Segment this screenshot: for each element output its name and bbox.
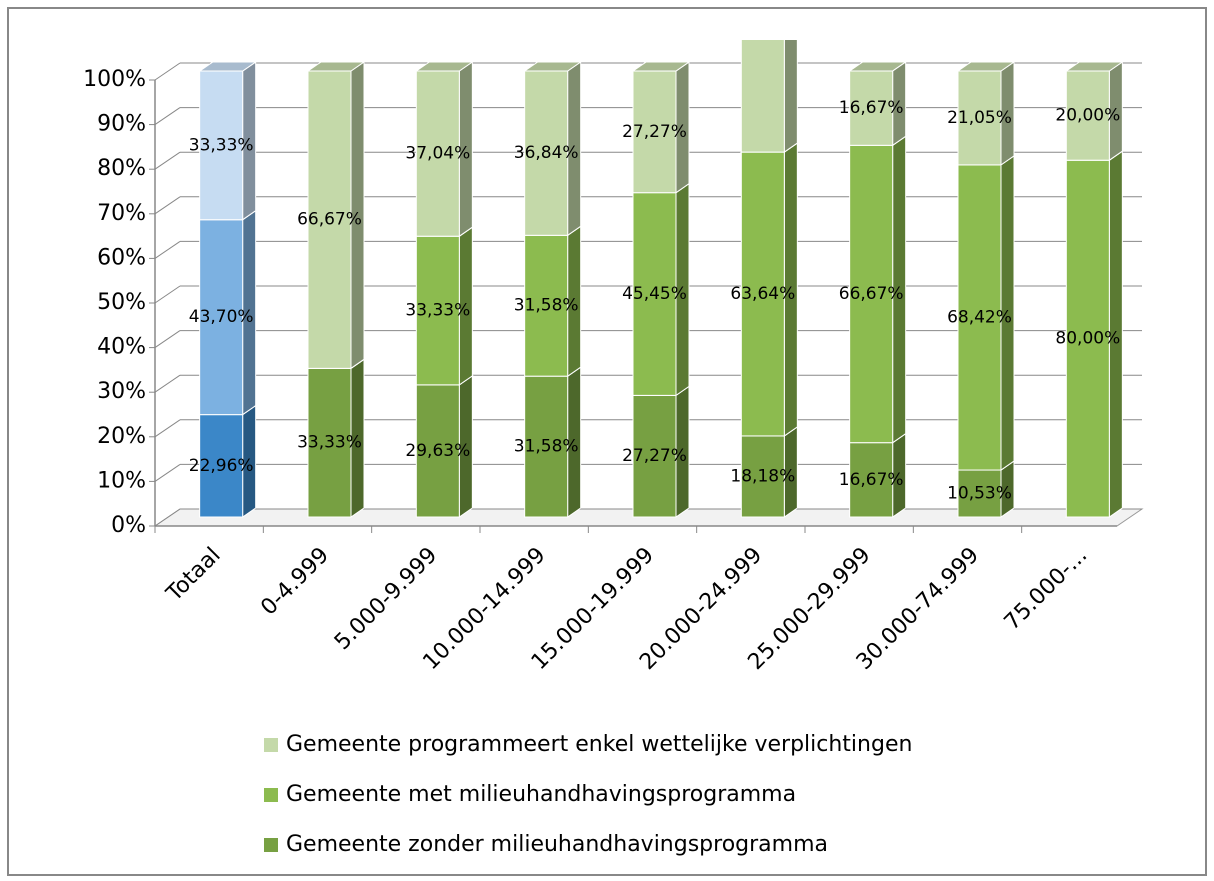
bar — [957, 164, 1002, 471]
grid-line — [154, 508, 181, 527]
y-tick-label: 70% — [97, 201, 146, 226]
legend-swatch — [264, 738, 278, 752]
bar-top — [414, 61, 474, 72]
data-label: 16,67% — [839, 470, 904, 490]
y-tick-label: 80% — [97, 156, 146, 181]
bar — [849, 144, 894, 444]
bar — [957, 70, 1002, 166]
data-label: 29,63% — [405, 441, 470, 461]
bar — [740, 40, 785, 153]
bar — [415, 70, 460, 237]
data-label: 18,18% — [730, 466, 795, 486]
data-label: 63,64% — [730, 284, 795, 304]
grid-line — [154, 419, 181, 438]
data-label: 80,00% — [1055, 329, 1120, 349]
grid-line — [154, 240, 181, 259]
data-label: 31,58% — [514, 437, 579, 457]
bar — [199, 414, 244, 518]
y-tick-label: 50% — [97, 290, 146, 315]
legend-label: Gemeente met milieuhandhavingsprogramma — [286, 782, 796, 807]
grid-line — [154, 374, 181, 393]
grid-line — [154, 285, 181, 304]
grid-line — [154, 107, 181, 126]
data-label: 20,00% — [1055, 106, 1120, 126]
data-label: 36,84% — [514, 143, 579, 163]
bar-side — [783, 40, 798, 154]
data-label: 54,55% — [730, 20, 795, 40]
data-label: 21,05% — [947, 108, 1012, 128]
bar-top — [848, 61, 908, 72]
data-label: 10,53% — [947, 484, 1012, 504]
bar — [849, 442, 894, 518]
y-tick-label: 40% — [97, 335, 146, 360]
data-label: 22,96% — [189, 456, 254, 476]
bar — [1065, 70, 1110, 161]
data-label: 27,27% — [622, 446, 687, 466]
bar — [524, 375, 569, 518]
bar — [524, 234, 569, 377]
bar-top — [198, 61, 258, 72]
data-label: 66,67% — [297, 210, 362, 230]
grid-line — [154, 62, 181, 81]
legend-label: Gemeente programmeert enkel wettelijke v… — [286, 732, 912, 757]
bar-top — [306, 61, 366, 72]
legend-swatch — [264, 788, 278, 802]
data-label: 43,70% — [189, 307, 254, 327]
y-tick-label: 0% — [111, 513, 146, 538]
bars: 22,96% 43,70% 33,33% 33,33% 66,67% 29,63% 33,3… — [189, 20, 1124, 518]
bar — [957, 469, 1002, 518]
bar — [632, 192, 677, 396]
data-label: 33,33% — [297, 433, 362, 453]
bar — [632, 70, 677, 194]
bar — [1065, 159, 1110, 518]
bar — [307, 70, 352, 369]
data-label: 31,58% — [514, 296, 579, 316]
data-label: 33,33% — [405, 301, 470, 321]
bar — [740, 435, 785, 518]
y-tick-label: 20% — [97, 424, 146, 449]
bar — [199, 219, 244, 416]
bar — [199, 70, 244, 221]
y-tick-label: 100% — [83, 67, 146, 92]
data-label: 68,42% — [947, 307, 1012, 327]
y-tick-label: 10% — [97, 468, 146, 493]
grid-line — [154, 330, 181, 349]
grid-line — [154, 196, 181, 215]
y-tick-label: 90% — [97, 112, 146, 137]
y-tick-label: 30% — [97, 379, 146, 404]
bar — [415, 235, 460, 386]
bar — [849, 70, 894, 146]
data-label: 45,45% — [622, 284, 687, 304]
bar — [632, 394, 677, 518]
legend-label: Gemeente zonder milieuhandhavingsprogram… — [286, 832, 828, 857]
legend-swatch — [264, 838, 278, 852]
bar-top — [523, 61, 583, 72]
data-label: 33,33% — [189, 135, 254, 155]
data-label: 16,67% — [839, 98, 904, 118]
data-label: 27,27% — [622, 122, 687, 142]
y-tick-label: 60% — [97, 245, 146, 270]
bar-top — [956, 61, 1016, 72]
grid-line — [154, 463, 181, 482]
bar-top — [631, 61, 691, 72]
bar — [740, 151, 785, 437]
grid-line — [154, 151, 181, 170]
data-label: 37,04% — [405, 144, 470, 164]
bar-top — [1064, 61, 1124, 72]
data-label: 66,67% — [839, 284, 904, 304]
